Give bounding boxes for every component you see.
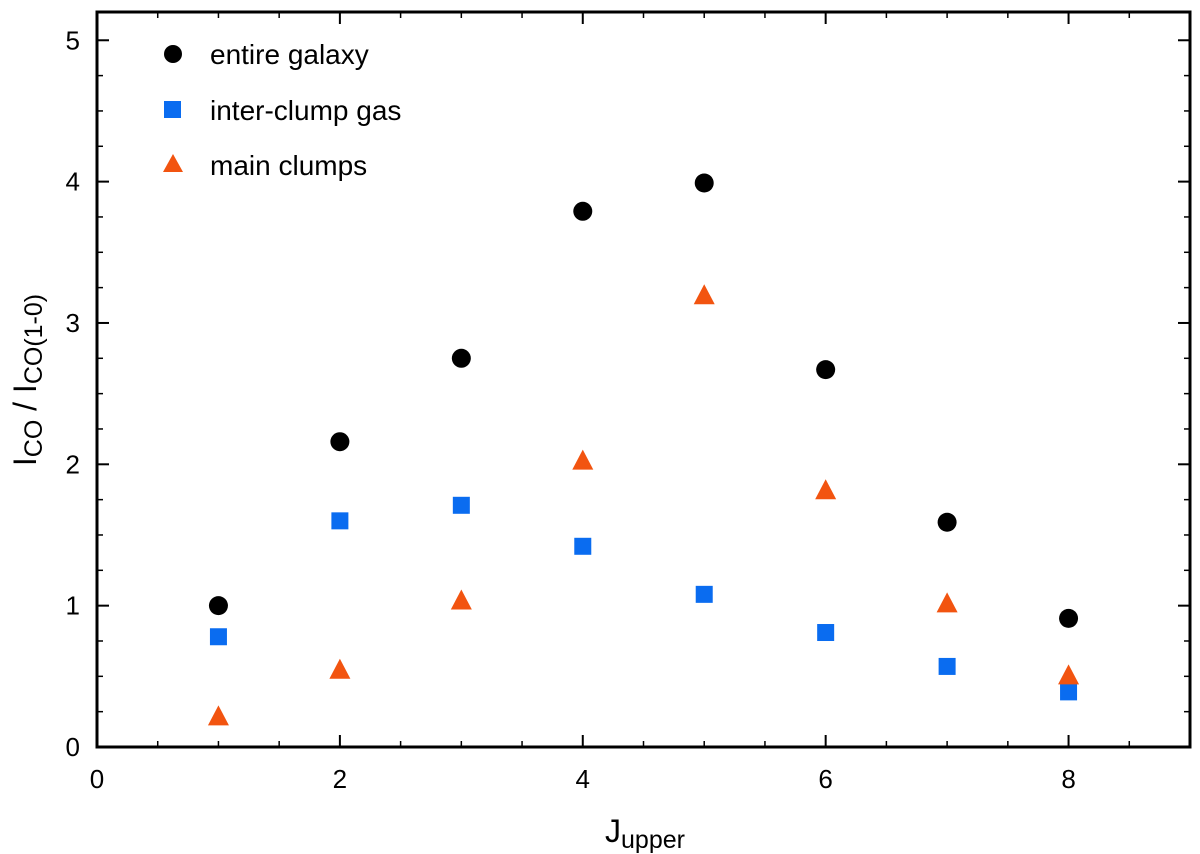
- entire-galaxy-point: [937, 512, 957, 532]
- entire-galaxy-point: [1059, 608, 1079, 628]
- y-tick-label: 2: [66, 449, 80, 479]
- entire-galaxy-point: [451, 348, 471, 368]
- y-axis-title-main-2: I: [7, 384, 43, 393]
- main-clumps-point: [450, 589, 472, 610]
- legend: entire galaxy inter-clump gas main clump…: [163, 39, 401, 181]
- inter-clump-gas-point: [574, 537, 592, 555]
- x-axis-title-sub: upper: [621, 826, 685, 854]
- x-tick-labels: 0 2 4 6 8: [90, 764, 1076, 794]
- y-axis-title-sub-1: CO: [20, 420, 48, 458]
- y-tick-labels: 0 1 2 3 4 5: [66, 25, 80, 762]
- y-axis-title-sub-2: CO(1-0): [20, 294, 48, 384]
- series-main-clumps: [207, 284, 1080, 726]
- y-tick-label: 0: [66, 732, 80, 762]
- x-tick-label: 4: [576, 764, 590, 794]
- entire-galaxy-point: [208, 596, 228, 616]
- main-clumps-point: [936, 592, 958, 613]
- inter-clump-gas-point: [938, 657, 956, 675]
- y-axis-title-separator: /: [7, 393, 43, 420]
- entire-galaxy-point: [573, 201, 593, 221]
- inter-clump-gas-point: [209, 628, 227, 646]
- inter-clump-gas-point: [695, 585, 713, 603]
- main-clumps-point: [329, 658, 351, 679]
- y-tick-label: 1: [66, 591, 80, 621]
- entire-galaxy-point: [330, 432, 350, 452]
- x-tick-label: 0: [90, 764, 104, 794]
- series-inter-clump-gas: [209, 496, 1078, 701]
- legend-marker-entire-galaxy: [164, 45, 182, 63]
- inter-clump-gas-point: [1060, 683, 1078, 701]
- y-tick-label: 4: [66, 167, 80, 197]
- legend-marker-inter-clump-gas: [164, 101, 181, 118]
- series-entire-galaxy: [208, 173, 1079, 628]
- inter-clump-gas-point: [331, 512, 349, 530]
- main-clumps-point: [207, 705, 229, 726]
- inter-clump-gas-point: [817, 624, 835, 642]
- data-markers: [207, 173, 1080, 726]
- main-clumps-point: [693, 284, 715, 305]
- y-tick-label: 5: [66, 25, 80, 55]
- main-clumps-point: [1058, 664, 1080, 685]
- legend-marker-main-clumps: [163, 154, 183, 172]
- x-tick-label: 6: [818, 764, 832, 794]
- x-axis-title-main: J: [605, 813, 621, 849]
- entire-galaxy-point: [694, 173, 714, 193]
- legend-label-entire-galaxy: entire galaxy: [210, 39, 369, 70]
- main-clumps-point: [815, 479, 837, 500]
- x-tick-label: 8: [1061, 764, 1075, 794]
- x-axis-title: Jupper: [605, 813, 685, 854]
- legend-label-inter-clump-gas: inter-clump gas: [210, 95, 401, 126]
- inter-clump-gas-point: [452, 496, 470, 514]
- y-tick-label: 3: [66, 308, 80, 338]
- entire-galaxy-point: [816, 360, 836, 380]
- y-axis-title-main-1: I: [7, 457, 43, 466]
- x-tick-label: 2: [333, 764, 347, 794]
- legend-label-main-clumps: main clumps: [210, 150, 367, 181]
- plot-frame: [95, 10, 1192, 749]
- main-clumps-point: [572, 449, 594, 470]
- y-axis-title: ICO / ICO(1-0): [7, 294, 48, 466]
